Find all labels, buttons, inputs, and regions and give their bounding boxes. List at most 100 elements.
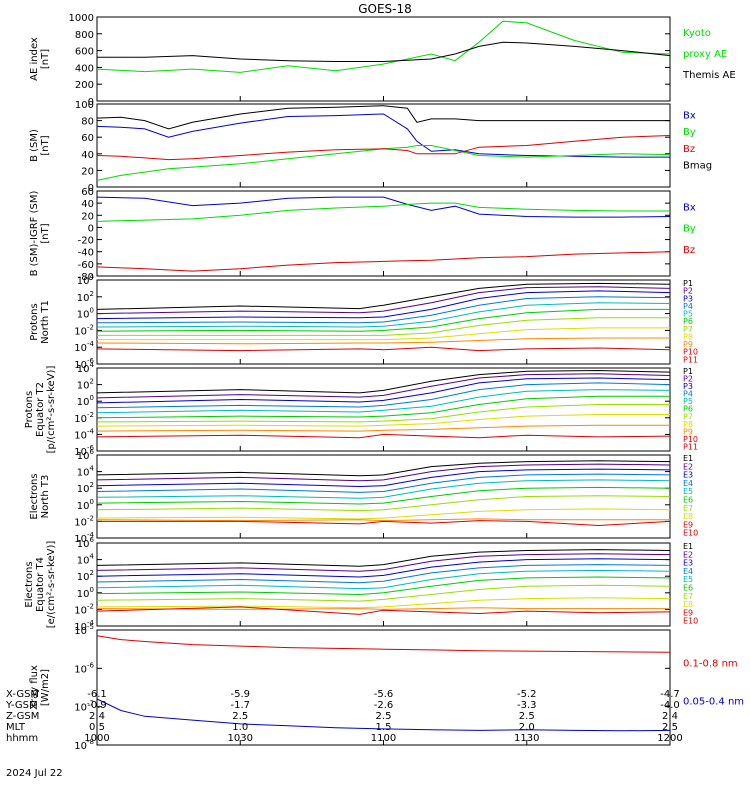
series-e2 — [96, 463, 671, 482]
y-axis-label: AE index — [29, 37, 40, 81]
series-p4 — [96, 382, 671, 409]
series-themis-ae — [97, 41, 671, 62]
legend-entry: E6 — [683, 584, 693, 593]
ephemeris-value: 1200 — [657, 733, 682, 744]
panel-1: 0 200 400 600 800 1000 AE index [nT] Kyoto proxy … — [29, 13, 736, 108]
series-e10 — [96, 606, 671, 615]
legend-entry: P11 — [683, 442, 698, 451]
series-p8 — [96, 414, 670, 427]
y-tick-label: -80 — [78, 272, 94, 283]
y-tick-label: 200 — [75, 80, 94, 91]
y-tick-label: 10-2 — [74, 514, 94, 528]
series-e6 — [96, 576, 671, 596]
ephemeris-value: -2.6 — [374, 700, 394, 711]
legend-entry: E9 — [683, 520, 693, 529]
panel-2: 0 20 40 60 80 100 B (SM) [nT] Bx By Bz Bmag — [29, 100, 712, 194]
panel-frame — [96, 542, 671, 627]
legend-entry: 0.1-0.8 nm — [683, 658, 738, 669]
legend-entry: P1 — [683, 279, 693, 288]
y-tick-label: 0 — [88, 223, 94, 234]
y-tick-label: 100 — [77, 498, 94, 512]
series-p6 — [96, 395, 670, 419]
ephemeris-value: 2.4 — [89, 711, 105, 722]
y-tick-label: 10-2 — [74, 602, 94, 616]
legend-entry: P3 — [683, 382, 693, 391]
legend-entry: P1 — [683, 367, 693, 376]
series-p4 — [96, 296, 671, 324]
y-axis-label: North T3 — [40, 475, 51, 519]
ephemeris-value: 2.4 — [662, 711, 678, 722]
y-axis-label: Protons — [24, 391, 35, 428]
legend-entry: By — [683, 224, 696, 235]
y-axis-label: [nT] — [40, 223, 51, 243]
ephemeris-row-label: Y-GSM — [5, 700, 38, 711]
legend-entry: E5 — [683, 575, 693, 584]
series-p7 — [96, 404, 670, 423]
legend-entry: Bmag — [683, 160, 712, 171]
y-axis-label: Electrons — [29, 473, 40, 519]
legend-entry: Bz — [683, 245, 695, 256]
legend-entry: Themis AE — [682, 70, 736, 81]
y-axis-label: Xray flux — [29, 665, 40, 710]
y-tick-label: 10-4 — [74, 340, 94, 354]
legend-entry: E9 — [683, 608, 693, 617]
y-axis-label: [p/(cm²-s-sr-keV)] — [46, 366, 57, 454]
legend-entry: P7 — [683, 325, 693, 334]
y-tick-label: 60 — [81, 133, 94, 144]
legend-entry: P6 — [683, 405, 693, 414]
series-e4 — [96, 564, 671, 584]
ephemeris-value: -4.7 — [660, 689, 680, 700]
y-axis-label: [nT] — [40, 49, 51, 69]
series-p9 — [96, 337, 670, 345]
series-p2 — [96, 373, 671, 399]
ephemeris-value: 1.5 — [376, 722, 392, 733]
y-tick-label: -20 — [78, 236, 94, 247]
y-tick-label: 10-6 — [74, 661, 94, 675]
ephemeris-value: -1.7 — [230, 700, 250, 711]
legend-entry: E7 — [683, 504, 693, 513]
y-tick-label: 20 — [81, 166, 94, 177]
legend-entry: Bz — [683, 144, 695, 155]
ephemeris-row-label: Z-GSM — [6, 711, 39, 722]
y-tick-label: 106 — [77, 448, 95, 462]
series-p1 — [96, 369, 671, 394]
y-axis-label: North T1 — [40, 300, 51, 344]
legend-entry: E6 — [683, 496, 693, 505]
legend-entry: proxy AE — [683, 49, 727, 60]
legend-entry: E4 — [683, 479, 693, 488]
series-e5 — [96, 569, 671, 590]
y-tick-label: 100 — [75, 100, 94, 111]
y-axis-label: Electrons — [24, 561, 35, 607]
series-e1 — [96, 460, 671, 477]
series-e3 — [96, 558, 671, 578]
series-e8 — [96, 508, 671, 520]
legend-entry: P5 — [683, 397, 693, 406]
series-p10 — [96, 433, 671, 439]
series-e3 — [96, 468, 671, 488]
ephemeris-value: 2.5 — [232, 711, 248, 722]
y-tick-label: 800 — [75, 30, 94, 41]
y-tick-label: 600 — [75, 47, 94, 58]
series-p8 — [97, 327, 670, 341]
series-bz — [96, 251, 671, 272]
ephemeris-row-label: hhmm — [6, 733, 38, 744]
series-p9 — [96, 424, 670, 432]
legend-entry: E10 — [683, 529, 698, 538]
y-tick-label: 0 — [88, 183, 94, 194]
series-p6 — [96, 308, 670, 332]
legend-entry: E3 — [683, 559, 693, 568]
y-tick-label: 104 — [77, 361, 95, 375]
y-tick-label: 40 — [81, 199, 94, 210]
legend-entry: Kyoto — [683, 28, 711, 39]
legend-entry: E10 — [683, 617, 698, 626]
series-bz — [96, 135, 671, 161]
y-tick-label: 104 — [77, 273, 95, 287]
legend-entry: E2 — [683, 550, 693, 559]
legend-entry: E4 — [683, 567, 693, 576]
y-tick-label: 104 — [77, 553, 95, 567]
